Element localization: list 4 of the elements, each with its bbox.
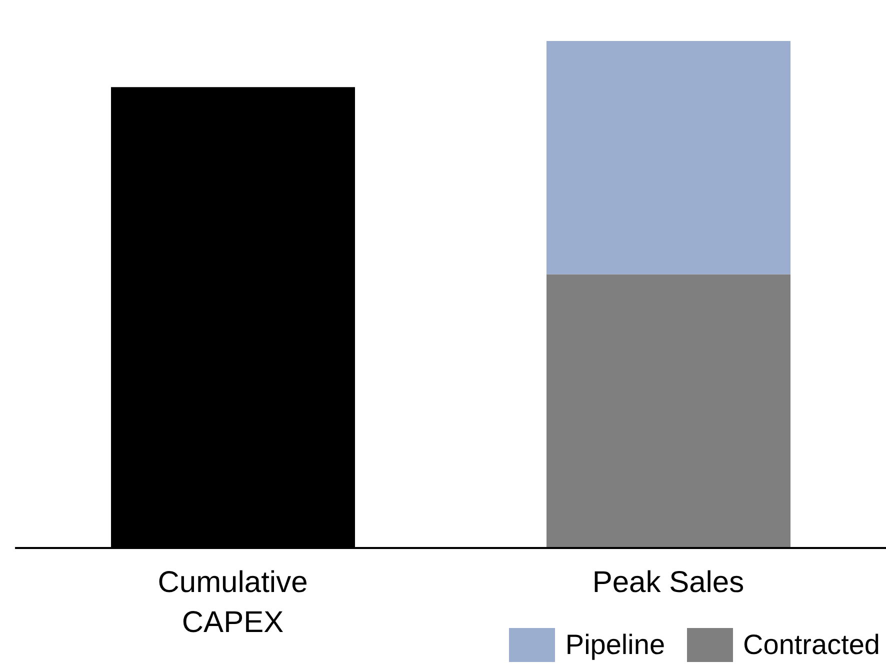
x-tick-label: Peak Sales bbox=[592, 566, 744, 599]
x-tick-label: Cumulative CAPEX bbox=[158, 566, 308, 639]
legend-label: Contracted bbox=[743, 629, 880, 661]
legend-label: Pipeline bbox=[565, 629, 666, 661]
